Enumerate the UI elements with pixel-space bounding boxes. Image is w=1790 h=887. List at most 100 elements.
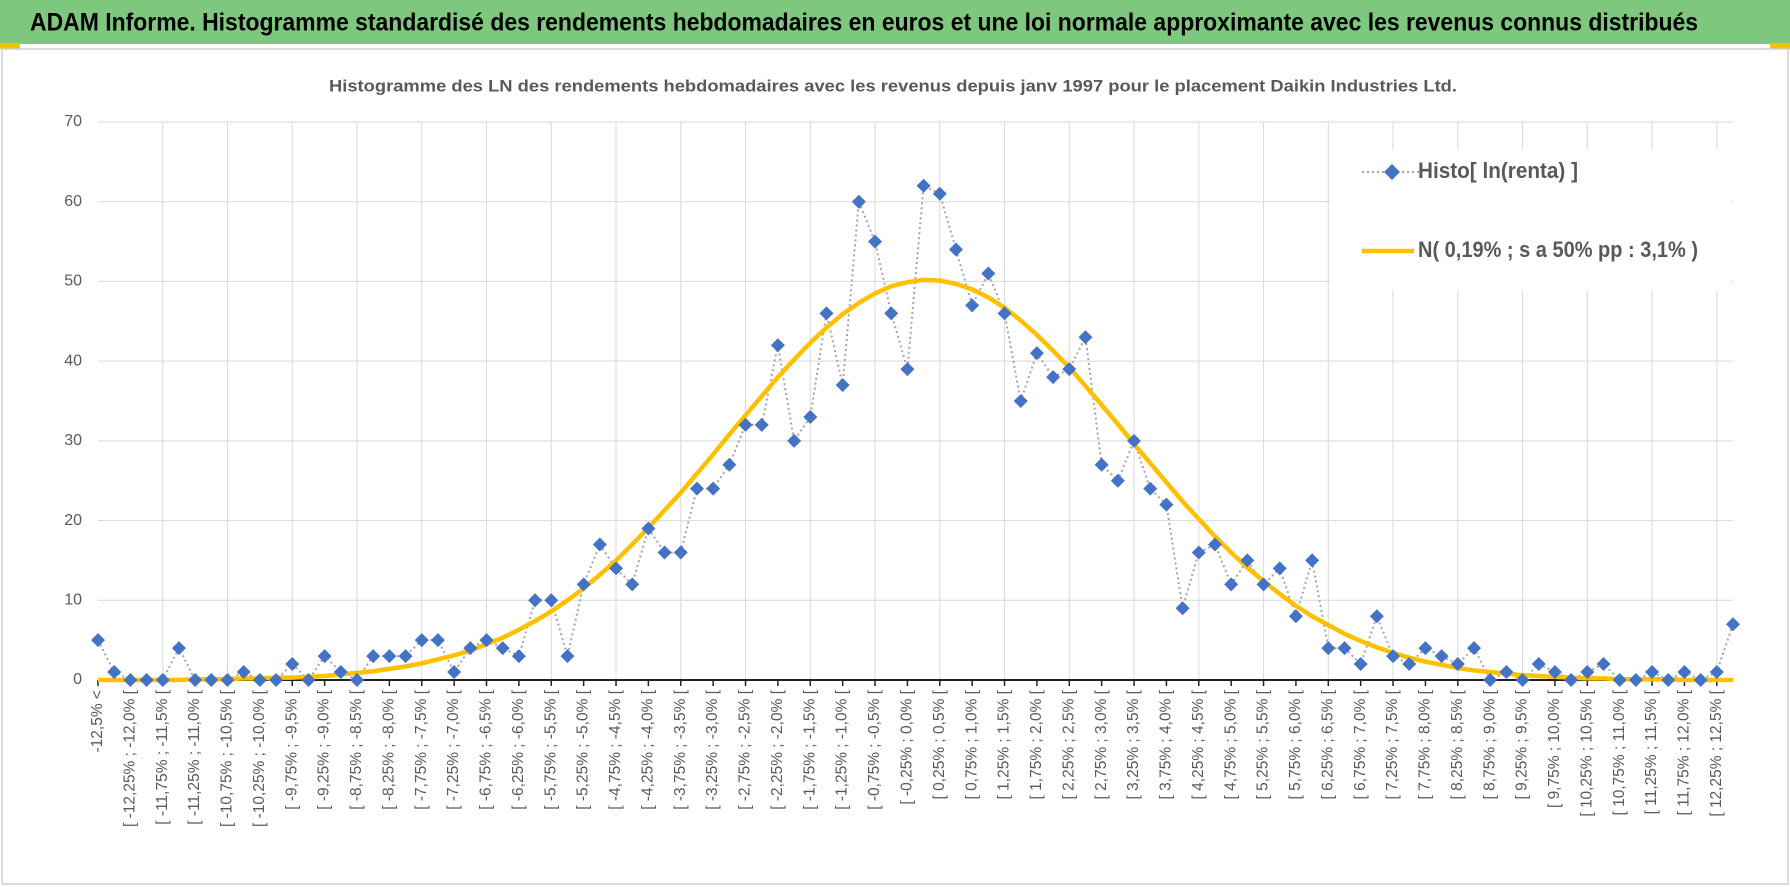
marker [673, 545, 688, 560]
marker [398, 649, 413, 664]
x-tick-label: [ 3,25% ; 3,5% [ [1125, 689, 1142, 799]
marker [916, 178, 931, 193]
marker [1628, 673, 1643, 687]
x-tick-label: [ 2,75% ; 3,0% [ [1093, 689, 1110, 799]
marker [495, 641, 510, 656]
marker [1240, 553, 1255, 568]
marker [1013, 394, 1028, 408]
marker [1127, 433, 1142, 448]
marker [900, 362, 915, 377]
marker [754, 417, 769, 432]
marker [1288, 609, 1303, 624]
marker [787, 433, 802, 448]
x-tick-label: [ -0,25% ; 0,0% [ [898, 689, 915, 804]
marker [123, 673, 138, 687]
marker [430, 633, 445, 648]
x-tick-label: [ -9,75% ; -9,5% [ [283, 689, 300, 809]
marker [1256, 577, 1271, 592]
marker [1693, 673, 1708, 687]
x-tick-label: [ -6,25% ; -6,0% [ [510, 689, 527, 809]
marker [1709, 665, 1724, 680]
x-tick-label: [ -11,75% ; -11,5% [ [154, 689, 171, 824]
marker [171, 641, 186, 656]
y-tick-label: 50 [64, 273, 82, 290]
y-tick-label: 30 [64, 432, 82, 449]
marker [1191, 545, 1206, 560]
marker [1434, 649, 1449, 664]
x-tick-label: [ -1,25% ; -1,0% [ [834, 689, 851, 809]
marker [1143, 481, 1158, 496]
marker [139, 673, 154, 687]
marker [819, 306, 834, 321]
x-tick-label: [ -5,25% ; -5,0% [ [575, 689, 592, 809]
x-tick-label: [ -7,25% ; -7,0% [ [445, 689, 462, 809]
x-tick-label: [ 8,25% ; 8,5% [ [1449, 689, 1466, 799]
marker [965, 298, 980, 313]
marker [1596, 657, 1611, 672]
marker [981, 266, 996, 281]
marker [269, 673, 284, 687]
x-tick-label: [ 6,25% ; 6,5% [ [1319, 689, 1336, 799]
marker [576, 577, 591, 592]
marker [511, 649, 526, 664]
marker [1499, 665, 1514, 680]
marker [997, 306, 1012, 321]
marker [948, 242, 963, 257]
marker [592, 537, 607, 552]
x-tick-label: [ -8,25% ; -8,0% [ [380, 689, 397, 809]
legend-label: N( 0,19% ; s a 50% pp : 3,1% ) [1418, 237, 1698, 262]
marker [770, 338, 785, 353]
x-tick-label: [ 11,75% ; 12,0% [ [1676, 689, 1693, 815]
marker [1645, 665, 1660, 680]
marker [204, 673, 219, 687]
marker [1450, 657, 1465, 672]
x-tick-label: [ -7,75% ; -7,5% [ [413, 689, 430, 809]
x-tick-label: [ 9,75% ; 10,0% [ [1546, 689, 1563, 808]
y-tick-label: 10 [64, 592, 82, 609]
marker [1369, 609, 1384, 624]
x-tick-label: [ 6,75% ; 7,0% [ [1352, 689, 1369, 799]
x-tick-label: [ -5,75% ; -5,5% [ [542, 689, 559, 809]
x-tick-label: [ -11,25% ; -11,0% [ [186, 689, 203, 824]
x-tick-label: [ -10,75% ; -10,5% [ [219, 689, 236, 827]
x-tick-label: [ 5,75% ; 6,0% [ [1287, 689, 1304, 799]
marker [188, 673, 203, 687]
x-tick-label: [ 5,25% ; 5,5% [ [1255, 689, 1272, 799]
marker [479, 633, 494, 648]
x-tick-label: [ 4,75% ; 5,0% [ [1222, 689, 1239, 799]
x-tick-label: [ 7,75% ; 8,0% [ [1417, 689, 1434, 799]
x-tick-label: [ -4,25% ; -4,0% [ [639, 689, 656, 809]
y-tick-label: 70 [64, 113, 82, 130]
marker [447, 665, 462, 680]
marker [1353, 657, 1368, 672]
marker [1029, 346, 1044, 361]
marker [91, 633, 105, 648]
marker [1159, 497, 1174, 512]
x-tick-label: [ 0,75% ; 1,0% [ [963, 689, 980, 799]
marker [641, 521, 656, 536]
x-tick-label: [ 12,25% ; 12,5% [ [1708, 689, 1725, 816]
marker [1175, 601, 1190, 616]
marker [544, 593, 559, 608]
marker [155, 673, 170, 687]
y-tick-label: 40 [64, 352, 82, 369]
marker [835, 378, 850, 393]
x-tick-label: [ -3,75% ; -3,5% [ [672, 689, 689, 809]
marker [414, 633, 429, 648]
marker [1094, 457, 1109, 472]
marker [657, 545, 672, 560]
marker [528, 593, 543, 608]
marker [868, 234, 883, 249]
marker [1046, 370, 1061, 385]
marker [1726, 617, 1740, 632]
x-tick-label: [ 0,25% ; 0,5% [ [931, 689, 948, 799]
marker [463, 641, 478, 656]
marker [722, 457, 737, 472]
marker [301, 673, 316, 687]
x-tick-label: [ 9,25% ; 9,5% [ [1514, 689, 1531, 799]
marker [884, 306, 899, 321]
marker [1547, 665, 1562, 680]
marker [1564, 673, 1579, 687]
x-tick-label: [ 7,25% ; 7,5% [ [1384, 689, 1401, 799]
